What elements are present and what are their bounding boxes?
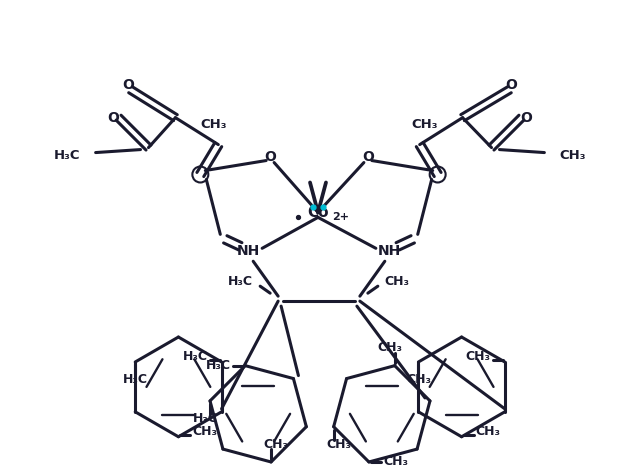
Text: H₃C: H₃C	[193, 412, 218, 425]
Text: O: O	[506, 78, 517, 92]
Text: CH₃: CH₃	[264, 438, 289, 451]
Text: O: O	[264, 149, 276, 164]
Text: CH₃: CH₃	[385, 274, 410, 288]
Text: CH₃: CH₃	[559, 149, 586, 162]
Text: O: O	[362, 149, 374, 164]
Text: NH: NH	[237, 244, 260, 258]
Text: NH: NH	[378, 244, 401, 258]
Text: H₃C: H₃C	[228, 274, 253, 288]
Text: H₃C: H₃C	[123, 374, 148, 386]
Text: O: O	[123, 78, 134, 92]
Text: CH₃: CH₃	[466, 351, 491, 363]
Text: CH₃: CH₃	[377, 341, 403, 354]
Text: CH₃: CH₃	[326, 438, 351, 451]
Text: CH₃: CH₃	[476, 425, 500, 438]
Text: CH₃: CH₃	[200, 118, 227, 131]
Text: CH₃: CH₃	[383, 455, 408, 469]
Text: CH₃: CH₃	[193, 425, 218, 438]
Text: Co: Co	[307, 205, 329, 220]
Text: H₃C: H₃C	[206, 359, 231, 372]
Text: H₃C: H₃C	[54, 149, 81, 162]
Text: 2+: 2+	[332, 212, 349, 222]
Text: CH₃: CH₃	[412, 118, 438, 131]
Text: CH₃: CH₃	[406, 374, 431, 386]
Text: O: O	[108, 110, 120, 125]
Text: O: O	[520, 110, 532, 125]
Text: H₃C: H₃C	[182, 351, 207, 363]
